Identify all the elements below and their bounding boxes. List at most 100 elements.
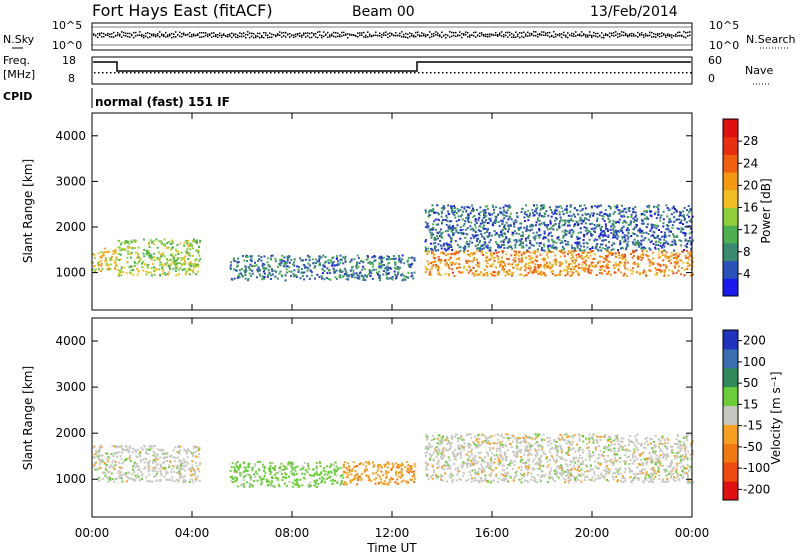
range-gate-cell: [275, 476, 277, 479]
range-gate-cell: [198, 470, 201, 473]
range-gate-cell: [378, 276, 380, 279]
range-gate-cell: [232, 477, 235, 480]
range-gate-cell: [534, 210, 537, 213]
range-gate-cell: [271, 477, 274, 480]
range-gate-cell: [608, 251, 611, 254]
range-gate-cell: [501, 235, 504, 238]
nsearch-point: [263, 36, 265, 39]
nsearch-point: [467, 36, 469, 38]
range-gate-cell: [567, 473, 570, 476]
range-gate-cell: [279, 465, 282, 468]
range-gate-cell: [471, 477, 473, 480]
range-gate-cell: [478, 212, 480, 215]
range-gate-cell: [532, 236, 535, 239]
nave-point: [218, 72, 220, 74]
range-gate-cell: [472, 236, 475, 239]
range-gate-cell: [373, 463, 376, 466]
nsky-point: [551, 34, 553, 37]
range-gate-cell: [183, 449, 186, 452]
range-gate-cell: [190, 452, 193, 454]
range-gate-cell: [494, 233, 497, 236]
nave-point: [462, 72, 464, 74]
range-gate-cell: [634, 219, 636, 222]
range-gate-cell: [484, 243, 487, 246]
nsearch-point: [237, 36, 239, 39]
range-gate-cell: [502, 261, 505, 264]
nsky-point: [305, 32, 307, 34]
range-gate-cell: [342, 274, 345, 277]
range-gate-cell: [637, 478, 640, 481]
range-gate-cell: [691, 215, 694, 218]
range-gate-cell: [386, 277, 389, 280]
range-gate-cell: [390, 267, 393, 270]
range-gate-cell: [248, 272, 251, 275]
range-gate-cell: [300, 259, 303, 262]
nsky-point: [491, 33, 493, 35]
range-gate-cell: [320, 472, 323, 475]
range-gate-cell: [527, 442, 530, 445]
range-gate-cell: [160, 255, 163, 258]
range-gate-cell: [293, 258, 296, 261]
range-gate-cell: [550, 227, 553, 230]
nsky-point: [683, 31, 685, 33]
nsky-point: [339, 34, 341, 36]
nsearch-point: [217, 36, 219, 39]
range-gate-cell: [662, 225, 665, 228]
range-gate-cell: [424, 240, 427, 243]
range-gate-cell: [539, 223, 542, 226]
nsearch-point: [607, 34, 609, 36]
range-gate-cell: [436, 235, 438, 238]
range-gate-cell: [426, 268, 428, 271]
nsearch-point: [145, 35, 147, 37]
range-gate-cell: [132, 269, 135, 271]
nsearch-point: [591, 36, 593, 38]
range-gate-cell: [518, 244, 521, 246]
range-gate-cell: [259, 477, 262, 480]
range-gate-cell: [479, 249, 482, 252]
range-gate-cell: [154, 475, 157, 477]
range-gate-cell: [154, 458, 157, 461]
range-gate-cell: [247, 278, 250, 280]
range-gate-cell: [437, 223, 440, 226]
range-gate-cell: [151, 470, 154, 472]
range-gate-cell: [174, 269, 177, 272]
range-gate-cell: [406, 468, 409, 471]
range-gate-cell: [544, 224, 547, 227]
range-gate-cell: [319, 264, 322, 266]
range-gate-cell: [168, 464, 170, 467]
nsearch-point: [239, 35, 241, 38]
nsky-point: [151, 33, 153, 36]
nsky-point: [515, 31, 517, 33]
range-gate-cell: [353, 258, 356, 261]
nsearch-point: [327, 36, 329, 39]
range-gate-cell: [639, 231, 642, 234]
range-gate-cell: [630, 220, 633, 223]
range-gate-cell: [578, 241, 581, 244]
range-gate-cell: [394, 267, 397, 270]
range-gate-cell: [129, 240, 132, 243]
range-gate-cell: [197, 467, 200, 470]
range-gate-cell: [276, 277, 279, 280]
range-gate-cell: [424, 467, 427, 470]
range-gate-cell: [147, 271, 150, 274]
nsearch-point: [473, 35, 475, 37]
range-gate-cell: [413, 481, 416, 484]
nsearch-point: [359, 34, 361, 36]
range-gate-cell: [454, 240, 457, 242]
range-gate-cell: [366, 468, 369, 471]
range-gate-cell: [478, 230, 481, 233]
range-gate-cell: [534, 267, 537, 270]
range-gate-cell: [413, 462, 416, 465]
nsearch-point: [599, 35, 601, 37]
range-gate-cell: [466, 215, 469, 218]
range-gate-cell: [153, 270, 156, 273]
nsearch-point: [603, 36, 605, 39]
range-gate-cell: [657, 240, 660, 243]
range-gate-cell: [469, 228, 472, 231]
nsky-point: [173, 33, 175, 35]
nsearch-point: [455, 35, 457, 38]
range-gate-cell: [178, 465, 181, 468]
range-gate-cell: [486, 437, 489, 440]
range-gate-cell: [656, 272, 659, 274]
range-gate-cell: [253, 265, 256, 267]
